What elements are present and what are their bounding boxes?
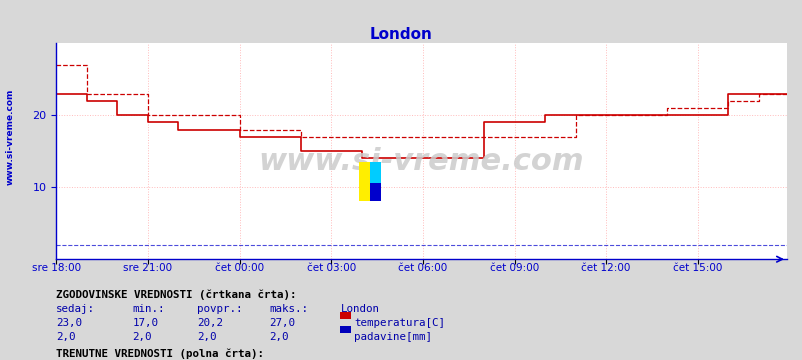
Text: čet 09:00: čet 09:00 (489, 263, 538, 273)
Text: padavine[mm]: padavine[mm] (354, 332, 431, 342)
Bar (370, 162, 381, 183)
Text: ZGODOVINSKE VREDNOSTI (črtkana črta):: ZGODOVINSKE VREDNOSTI (črtkana črta): (56, 290, 297, 300)
Text: temperatura[C]: temperatura[C] (354, 318, 444, 328)
Bar (359, 162, 370, 201)
Text: London: London (370, 27, 432, 42)
Text: www.si-vreme.com: www.si-vreme.com (258, 148, 584, 176)
Text: povpr.:: povpr.: (196, 304, 242, 314)
Text: sedaj:: sedaj: (56, 304, 95, 314)
Text: 2,0: 2,0 (56, 332, 75, 342)
Text: čet 12:00: čet 12:00 (581, 263, 630, 273)
Text: 2,0: 2,0 (132, 332, 152, 342)
Text: sre 21:00: sre 21:00 (124, 263, 172, 273)
Text: 17,0: 17,0 (132, 318, 158, 328)
Text: maks.:: maks.: (269, 304, 308, 314)
Text: čet 00:00: čet 00:00 (215, 263, 264, 273)
Text: 20,2: 20,2 (196, 318, 222, 328)
Text: min.:: min.: (132, 304, 164, 314)
Text: 2,0: 2,0 (196, 332, 216, 342)
Text: 27,0: 27,0 (269, 318, 294, 328)
Text: čet 06:00: čet 06:00 (398, 263, 447, 273)
Text: čet 03:00: čet 03:00 (306, 263, 355, 273)
Text: čet 15:00: čet 15:00 (672, 263, 722, 273)
Text: sre 18:00: sre 18:00 (31, 263, 81, 273)
Text: 23,0: 23,0 (56, 318, 82, 328)
Text: www.si-vreme.com: www.si-vreme.com (6, 89, 15, 185)
Text: TRENUTNE VREDNOSTI (polna črta):: TRENUTNE VREDNOSTI (polna črta): (56, 349, 264, 359)
Text: London: London (341, 304, 380, 314)
Text: 2,0: 2,0 (269, 332, 288, 342)
Bar (370, 183, 381, 201)
